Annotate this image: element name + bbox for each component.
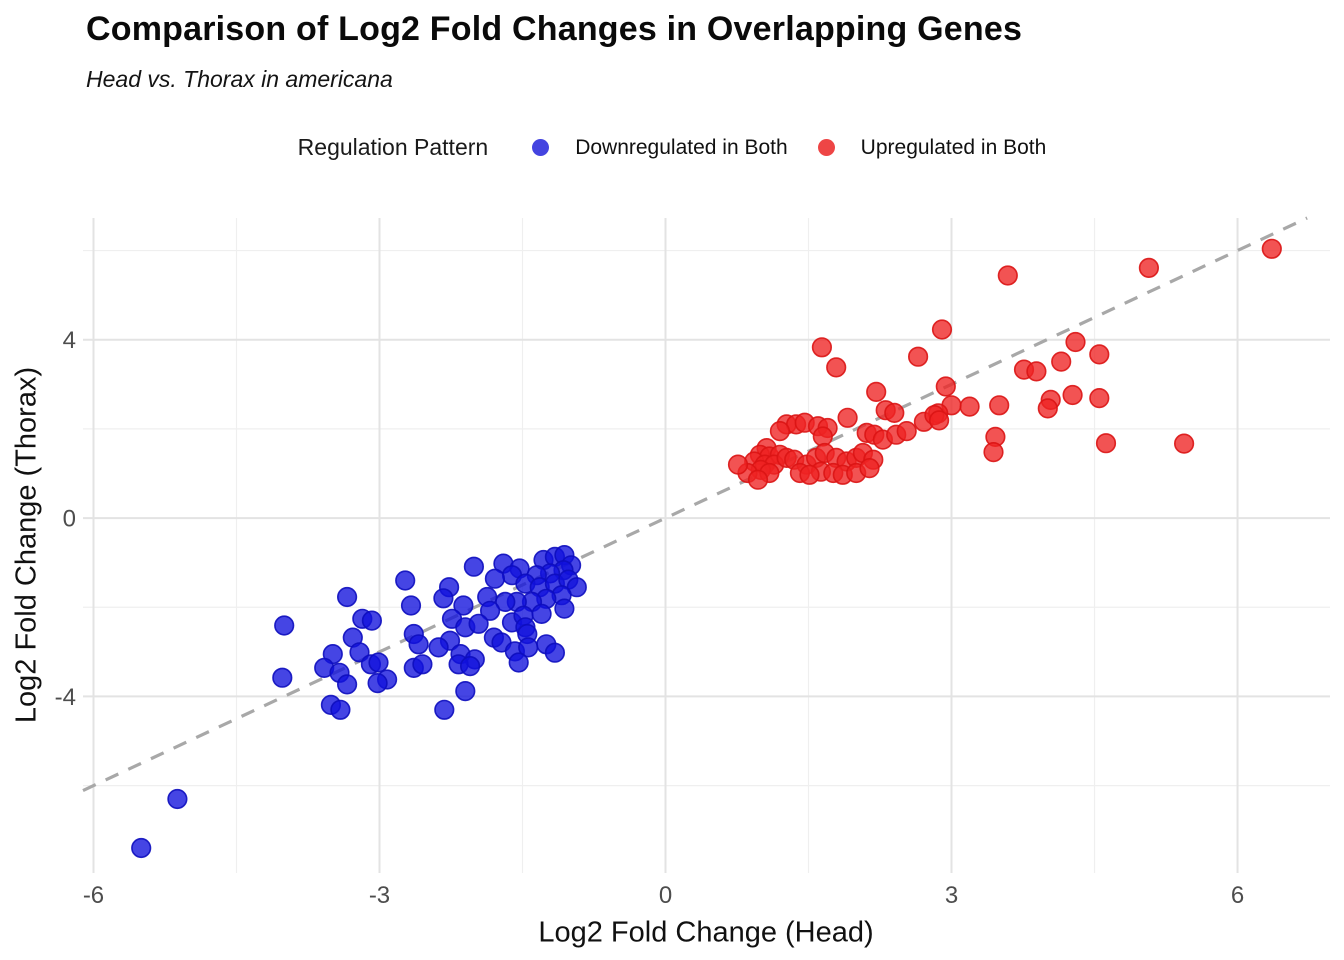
data-point-upregulated — [907, 346, 929, 367]
x-tick-label: -3 — [369, 882, 390, 909]
data-point-upregulated — [928, 410, 950, 431]
data-point-downregulated — [428, 637, 449, 658]
data-point-upregulated — [1037, 398, 1058, 419]
data-point-upregulated — [1089, 388, 1110, 409]
data-point-upregulated — [826, 357, 847, 378]
legend-item-downregulated: Downregulated in Both — [532, 135, 788, 160]
y-tick-label: 0 — [63, 506, 76, 533]
legend-label-upregulated: Upregulated in Both — [860, 135, 1047, 159]
data-point-downregulated — [330, 699, 351, 720]
data-point-downregulated — [554, 598, 575, 619]
data-point-upregulated — [983, 442, 1004, 463]
data-point-upregulated — [769, 421, 791, 442]
x-axis-title: Log2 Fold Change (Head) — [538, 916, 874, 949]
data-point-downregulated — [400, 595, 422, 616]
data-point-upregulated — [1095, 433, 1117, 454]
data-point-downregulated — [395, 570, 416, 591]
data-point-upregulated — [1065, 331, 1086, 353]
data-point-downregulated — [460, 655, 481, 677]
data-point-downregulated — [361, 610, 383, 631]
data-point-upregulated — [811, 337, 833, 358]
x-tick-label: -6 — [83, 882, 104, 909]
data-point-upregulated — [727, 454, 749, 475]
data-point-upregulated — [1138, 257, 1159, 279]
data-point-downregulated — [434, 699, 455, 720]
data-point-downregulated — [412, 654, 433, 675]
data-point-downregulated — [433, 588, 454, 609]
identity-line — [82, 216, 1308, 792]
data-point-upregulated — [837, 407, 858, 428]
data-point-upregulated — [1173, 433, 1195, 454]
data-point-upregulated — [997, 265, 1018, 286]
data-point-upregulated — [812, 426, 833, 447]
legend-dot-upregulated-icon — [817, 139, 835, 156]
data-point-upregulated — [989, 395, 1010, 416]
data-point-upregulated — [935, 376, 956, 397]
legend-item-upregulated: Upregulated in Both — [817, 135, 1047, 160]
y-tick-label: -4 — [55, 684, 76, 711]
x-tick-label: 6 — [1231, 882, 1244, 909]
legend-title: Regulation Pattern — [297, 134, 489, 160]
data-point-downregulated — [544, 642, 566, 663]
page-subtitle: Head vs. Thorax in americana — [86, 66, 393, 92]
data-point-upregulated — [799, 464, 820, 485]
data-point-upregulated — [747, 469, 769, 490]
x-tick-label: 3 — [945, 882, 958, 909]
data-point-upregulated — [931, 319, 953, 340]
data-point-downregulated — [480, 600, 501, 621]
data-point-downregulated — [455, 680, 476, 702]
data-point-downregulated — [274, 615, 295, 636]
data-point-upregulated — [859, 458, 880, 479]
data-point-downregulated — [408, 634, 429, 655]
data-point-downregulated — [131, 837, 152, 859]
data-point-downregulated — [468, 613, 489, 634]
data-point-upregulated — [1089, 344, 1110, 365]
data-point-downregulated — [368, 652, 389, 673]
y-axis-title: Log2 Fold Change (Thorax) — [10, 366, 43, 724]
data-point-downregulated — [508, 652, 529, 673]
data-point-upregulated — [1261, 238, 1282, 259]
data-point-downregulated — [167, 788, 188, 810]
data-point-upregulated — [884, 402, 905, 424]
data-point-upregulated — [1026, 361, 1047, 382]
data-point-downregulated — [453, 595, 474, 616]
data-point-downregulated — [484, 568, 506, 589]
data-point-upregulated — [1062, 384, 1083, 406]
legend-label-downregulated: Downregulated in Both — [575, 135, 788, 159]
data-point-downregulated — [337, 674, 358, 695]
data-point-upregulated — [959, 396, 980, 417]
data-point-downregulated — [463, 556, 485, 577]
data-point-downregulated — [367, 672, 388, 694]
data-point-downregulated — [495, 591, 516, 613]
y-tick-label: 4 — [63, 327, 76, 354]
data-point-upregulated — [1051, 351, 1072, 372]
page-title: Comparison of Log2 Fold Changes in Overl… — [86, 10, 1023, 48]
data-point-downregulated — [531, 603, 552, 625]
data-point-downregulated — [272, 667, 293, 688]
data-point-downregulated — [337, 586, 358, 608]
series-downregulated — [131, 544, 587, 859]
x-tick-label: 0 — [659, 882, 672, 909]
legend-dot-downregulated-icon — [532, 139, 550, 156]
data-point-upregulated — [866, 381, 887, 403]
series-upregulated — [727, 238, 1282, 490]
data-point-upregulated — [896, 421, 917, 442]
legend: Regulation Pattern Downregulated in Both… — [0, 134, 1344, 161]
